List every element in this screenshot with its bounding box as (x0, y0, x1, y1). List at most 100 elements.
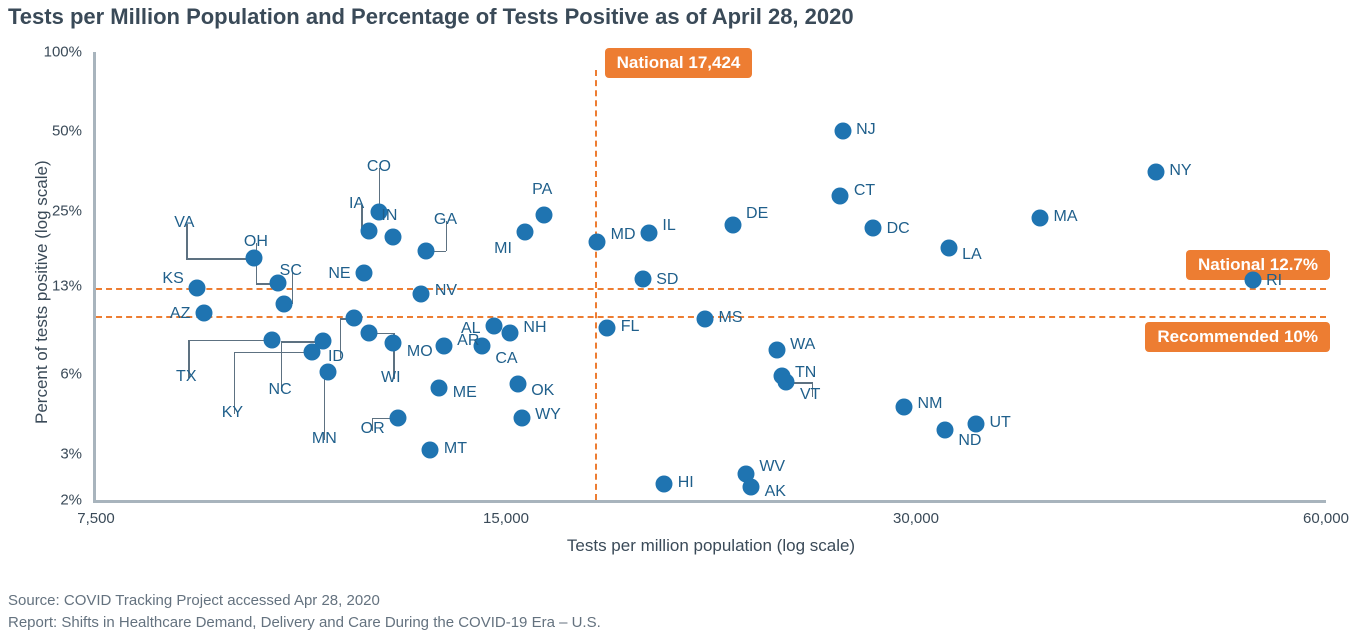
data-point (743, 478, 760, 495)
footer-source: Source: COVID Tracking Project accessed … (8, 592, 380, 609)
data-point (865, 220, 882, 237)
data-point (264, 331, 281, 348)
data-point (269, 275, 286, 292)
data-point-label: NH (523, 319, 546, 337)
data-point (896, 399, 913, 416)
data-point (431, 380, 448, 397)
data-point-label: CT (854, 182, 875, 200)
y-tick-label: 100% (44, 44, 82, 61)
data-point (697, 311, 714, 328)
data-point-label: NV (435, 282, 457, 300)
data-point (778, 374, 795, 391)
data-point-label: NM (918, 395, 943, 413)
data-point (501, 324, 518, 341)
data-point (246, 250, 263, 267)
data-point (473, 337, 490, 354)
chart-title: Tests per Million Population and Percent… (8, 4, 854, 30)
data-point (390, 409, 407, 426)
leader-line (188, 340, 190, 378)
leader-line (234, 352, 236, 414)
data-point (656, 475, 673, 492)
data-point (967, 415, 984, 432)
data-point-label: DC (887, 220, 910, 238)
data-point-label: AL (461, 320, 481, 338)
data-point (361, 324, 378, 341)
leader-line (234, 352, 312, 354)
data-point (413, 285, 430, 302)
data-point (195, 305, 212, 322)
data-point (517, 224, 534, 241)
y-axis-label: Percent of tests positive (log scale) (32, 160, 52, 424)
data-point-label: OK (531, 382, 554, 400)
data-point-label: TX (176, 368, 196, 386)
data-point-label: MO (407, 343, 433, 361)
footer-report: Report: Shifts in Healthcare Demand, Del… (8, 614, 601, 631)
data-point-label: MA (1054, 208, 1078, 226)
data-point (385, 229, 402, 246)
data-point (189, 280, 206, 297)
leader-line (292, 272, 294, 304)
data-point (768, 342, 785, 359)
leader-line (446, 221, 448, 251)
data-point-label: KY (222, 404, 243, 422)
data-point (640, 225, 657, 242)
data-point (936, 421, 953, 438)
data-point (589, 234, 606, 251)
data-point-label: AZ (170, 305, 190, 323)
leader-line (188, 340, 272, 342)
data-point (314, 333, 331, 350)
data-point (513, 409, 530, 426)
data-point (385, 334, 402, 351)
data-point (599, 319, 616, 336)
y-tick-label: 25% (52, 202, 82, 219)
y-tick-label: 13% (52, 277, 82, 294)
data-point (509, 376, 526, 393)
data-point-label: CA (495, 350, 517, 368)
data-point-label: MT (444, 440, 467, 458)
x-tick-label: 30,000 (893, 510, 939, 527)
data-point (832, 187, 849, 204)
plot-area: 7,50015,00030,00060,0002%3%6%13%25%50%10… (96, 52, 1326, 500)
data-point (724, 217, 741, 234)
chart-container: Tests per Million Population and Percent… (0, 0, 1352, 637)
data-point-label: WV (759, 458, 785, 476)
data-point (361, 222, 378, 239)
y-axis (93, 52, 96, 503)
data-point (345, 310, 362, 327)
x-tick-label: 15,000 (483, 510, 529, 527)
data-point (486, 318, 503, 335)
x-axis-label: Tests per million population (log scale) (567, 536, 855, 556)
leader-line (812, 382, 814, 397)
data-point-label: VA (174, 214, 194, 232)
data-point-label: NE (328, 265, 350, 283)
data-point (435, 337, 452, 354)
data-point-label: UT (989, 414, 1010, 432)
data-point (634, 270, 651, 287)
leader-line (340, 318, 342, 358)
ref-badge-national-tests: National 17,424 (605, 48, 753, 78)
data-point (1147, 164, 1164, 181)
data-point-label: LA (962, 246, 982, 264)
data-point-label: ND (958, 432, 981, 450)
data-point (834, 123, 851, 140)
data-point-label: MD (611, 226, 636, 244)
data-point-label: ME (453, 384, 477, 402)
data-point-label: TN (795, 364, 816, 382)
data-point (940, 240, 957, 257)
data-point-label: NY (1169, 162, 1191, 180)
ref-badge-recommended-pct: Recommended 10% (1145, 322, 1330, 352)
data-point (319, 364, 336, 381)
leader-line (372, 418, 374, 431)
data-point-label: WA (790, 336, 815, 354)
data-point-label: MI (494, 240, 512, 258)
leader-line (186, 224, 188, 258)
data-point-label: IL (662, 217, 675, 235)
data-point (356, 265, 373, 282)
data-point-label: HI (678, 474, 694, 492)
data-point (1032, 209, 1049, 226)
data-point-label: KS (162, 270, 183, 288)
data-point (370, 203, 387, 220)
data-point (422, 441, 439, 458)
data-point-label: AK (765, 483, 786, 501)
data-point-label: MS (719, 309, 743, 327)
